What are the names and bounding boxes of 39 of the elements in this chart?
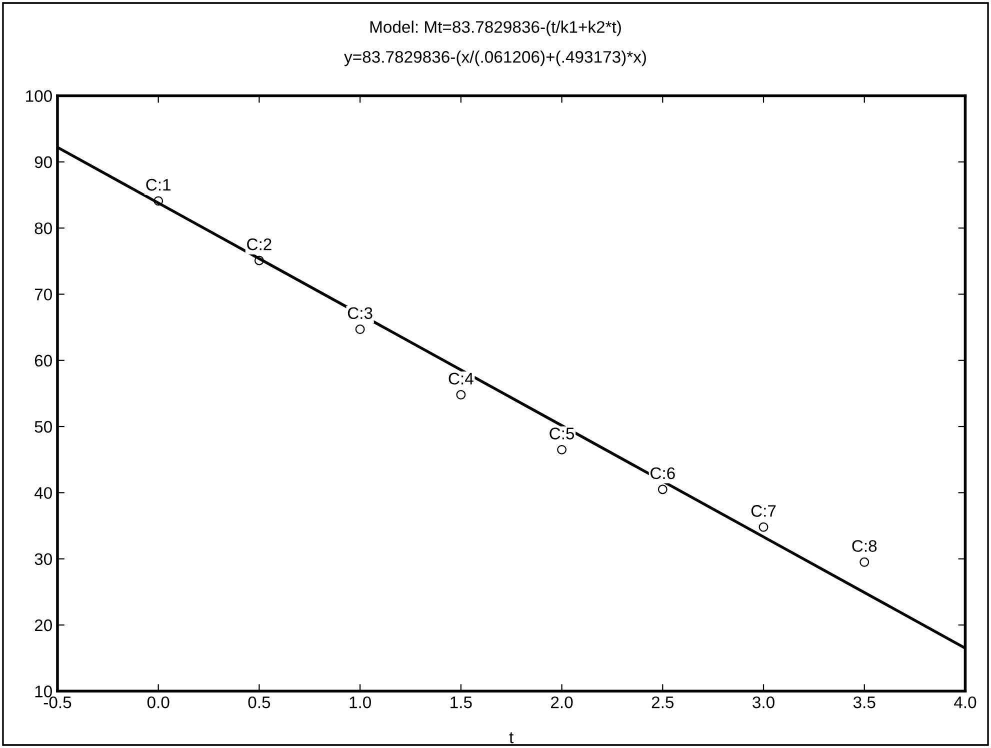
x-tick-label: 2.0: [551, 696, 573, 708]
y-tick-label: 20: [34, 619, 52, 632]
point: [658, 484, 668, 494]
point: [456, 390, 466, 400]
point: [254, 256, 264, 266]
y-tick-label: 100: [26, 90, 52, 102]
annotation: C:3: [348, 307, 372, 320]
x-axis-title: t: [509, 732, 514, 744]
annotation: C:6: [650, 467, 675, 480]
y-tick-label: 90: [34, 156, 52, 168]
annotation: C:8: [852, 540, 877, 552]
annotation: C:2: [247, 238, 272, 250]
x-tick-label: 1.0: [350, 696, 371, 708]
annotation: C:1: [146, 178, 170, 191]
y-tick-label: 30: [34, 553, 52, 566]
y-tick-label: 60: [34, 354, 52, 367]
annotation: C:7: [751, 505, 776, 517]
y-tick-label: 70: [34, 288, 52, 300]
x-tick-label: 2.5: [652, 696, 674, 708]
point: [758, 522, 768, 532]
y-tick-label: 10: [35, 686, 52, 698]
x-tick-label: 0.0: [147, 696, 170, 708]
y-tick-label: 50: [34, 420, 52, 433]
y-tick-label: 80: [34, 222, 52, 234]
point: [860, 557, 870, 567]
y-tick-label: 40: [34, 487, 52, 499]
point: [355, 324, 365, 334]
x-tick-label: 1.5: [450, 696, 472, 708]
x-tick-label: 0.5: [248, 696, 270, 708]
x-tick-label: 3.5: [853, 696, 876, 708]
point: [557, 444, 567, 454]
x-tick-label: 4.0: [954, 696, 976, 708]
chart-title: Model: Mt=83.7829836-(t/k1+k2*t): [370, 20, 621, 36]
annotation: C:4: [448, 372, 474, 385]
x-tick-label: 3.0: [752, 696, 774, 708]
x-tick-label: -0.5: [44, 696, 72, 708]
point: [154, 196, 164, 206]
chart-subtitle: y=83.7829836-(x/(.061206)+(.493173)*x): [344, 50, 646, 66]
annotation: C:5: [550, 428, 574, 440]
